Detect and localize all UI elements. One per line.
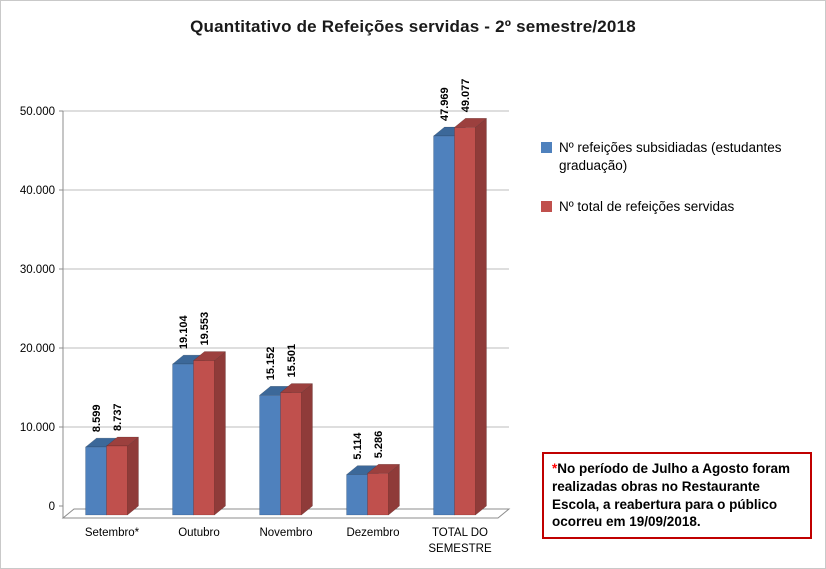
bar bbox=[193, 360, 215, 516]
annotation-text: No período de Julho a Agosto foram reali… bbox=[552, 461, 791, 530]
annotation-box: *No período de Julho a Agosto foram real… bbox=[542, 452, 812, 540]
bar-value-label: 8.737 bbox=[112, 403, 124, 431]
bar-value-label: 8.599 bbox=[91, 405, 103, 433]
bar bbox=[346, 474, 368, 516]
annotation-asterisk: * bbox=[552, 461, 558, 476]
y-axis-label: 0 bbox=[49, 501, 55, 513]
bar-value-label: 47.969 bbox=[439, 87, 451, 121]
bar-value-label: 15.501 bbox=[286, 344, 298, 378]
legend-item: Nº refeições subsidiadas (estudantes gra… bbox=[541, 139, 806, 174]
bar bbox=[433, 135, 455, 516]
bar-value-label: 5.114 bbox=[352, 432, 364, 460]
bar bbox=[367, 472, 389, 516]
bar-side bbox=[214, 351, 226, 516]
bar bbox=[259, 395, 281, 516]
x-axis-label: Outubro bbox=[178, 527, 220, 539]
bar-value-label: 15.152 bbox=[265, 347, 277, 381]
bar-value-label: 5.286 bbox=[373, 431, 385, 459]
y-axis-label: 20.000 bbox=[20, 343, 55, 355]
bar-value-label: 19.553 bbox=[199, 312, 211, 346]
x-axis-label: Setembro* bbox=[85, 527, 140, 539]
bar-side bbox=[301, 383, 313, 516]
bar-value-label: 19.104 bbox=[178, 315, 190, 350]
legend: Nº refeições subsidiadas (estudantes gra… bbox=[541, 139, 806, 216]
bar bbox=[454, 127, 476, 516]
bar-side bbox=[475, 117, 487, 516]
legend-swatch bbox=[541, 201, 552, 213]
bar bbox=[85, 446, 107, 516]
bar-side bbox=[127, 436, 139, 516]
y-axis-label: 30.000 bbox=[20, 264, 55, 276]
legend-label: Nº refeições subsidiadas (estudantes gra… bbox=[559, 140, 782, 173]
legend-label: Nº total de refeições servidas bbox=[559, 199, 735, 215]
legend-swatch bbox=[541, 142, 552, 153]
x-axis-label: Dezembro bbox=[346, 527, 399, 539]
x-axis-label: SEMESTRE bbox=[428, 543, 492, 555]
bar bbox=[280, 392, 302, 516]
y-axis-label: 10.000 bbox=[20, 422, 55, 434]
bar bbox=[106, 445, 128, 516]
bar-value-label: 49.077 bbox=[460, 79, 472, 113]
chart-title: Quantitativo de Refeições servidas - 2º … bbox=[190, 17, 636, 36]
y-axis-label: 50.000 bbox=[20, 106, 55, 118]
bar bbox=[172, 363, 194, 516]
legend-item: Nº total de refeições servidas bbox=[541, 198, 806, 216]
y-axis-label: 40.000 bbox=[20, 185, 55, 197]
x-axis-label: Novembro bbox=[259, 527, 312, 539]
x-axis-label: TOTAL DO bbox=[432, 527, 488, 539]
